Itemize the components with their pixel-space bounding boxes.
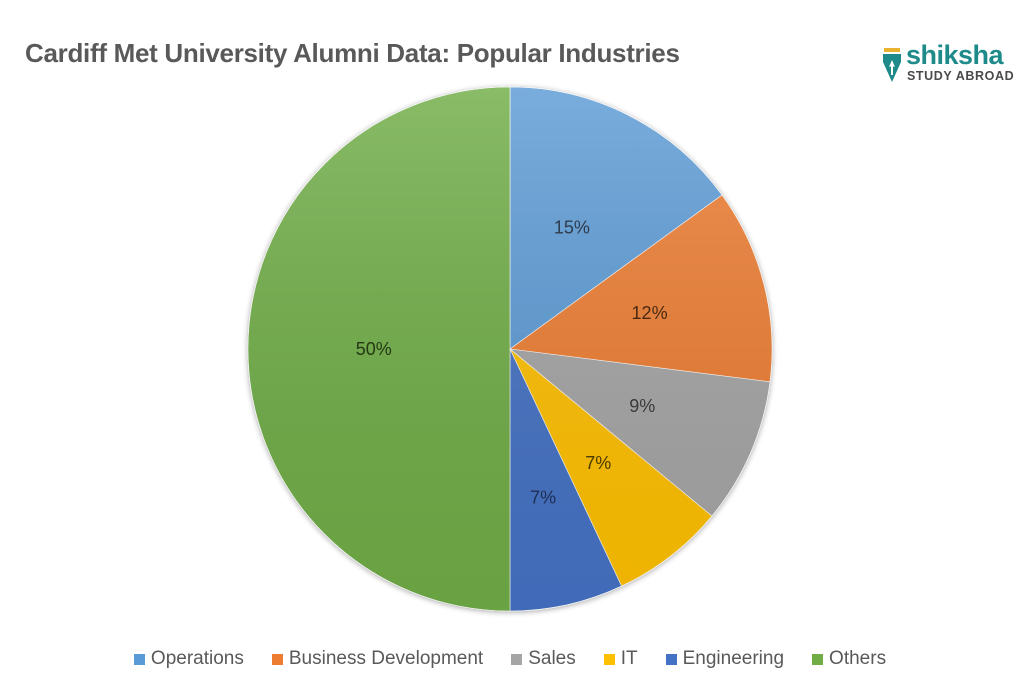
legend-swatch bbox=[812, 653, 824, 665]
legend-swatch bbox=[133, 653, 145, 665]
legend-label: Engineering bbox=[682, 648, 785, 669]
legend-label: IT bbox=[620, 648, 638, 669]
legend-label: Operations bbox=[150, 648, 244, 669]
logo-tagline: STUDY ABROAD bbox=[907, 69, 1015, 83]
shiksha-logo: shiksha STUDY ABROAD bbox=[880, 40, 1014, 88]
legend-label: Others bbox=[829, 648, 887, 669]
slice-label: 50% bbox=[356, 339, 392, 359]
legend-swatch bbox=[511, 653, 523, 665]
legend-label: Business Development bbox=[288, 648, 484, 669]
legend-label: Sales bbox=[528, 648, 576, 669]
slice-label: 7% bbox=[585, 453, 611, 473]
slice-label: 9% bbox=[629, 396, 655, 416]
chart-title: Cardiff Met University Alumni Data: Popu… bbox=[25, 38, 680, 68]
slice-label: 7% bbox=[530, 487, 556, 507]
logo-brand: shiksha bbox=[906, 40, 1004, 70]
legend-swatch bbox=[665, 653, 677, 665]
legend-swatch bbox=[603, 653, 615, 665]
legend-item-others: Others bbox=[812, 648, 886, 670]
pie-chart: 15% 12% 9% 7% 7% 50% bbox=[247, 86, 773, 612]
legend-item-operations: Operations bbox=[133, 648, 244, 670]
legend-item-it: IT bbox=[603, 648, 638, 670]
legend-item-engineering: Engineering bbox=[665, 648, 785, 670]
legend-item-business-development: Business Development bbox=[271, 648, 484, 670]
pen-nib-icon bbox=[883, 48, 901, 82]
legend-item-sales: Sales bbox=[511, 648, 576, 670]
slice-label: 15% bbox=[554, 218, 590, 238]
chart-legend: Operations Business Development Sales IT… bbox=[0, 648, 1020, 670]
legend-swatch bbox=[271, 653, 283, 665]
slice-label: 12% bbox=[632, 303, 668, 323]
